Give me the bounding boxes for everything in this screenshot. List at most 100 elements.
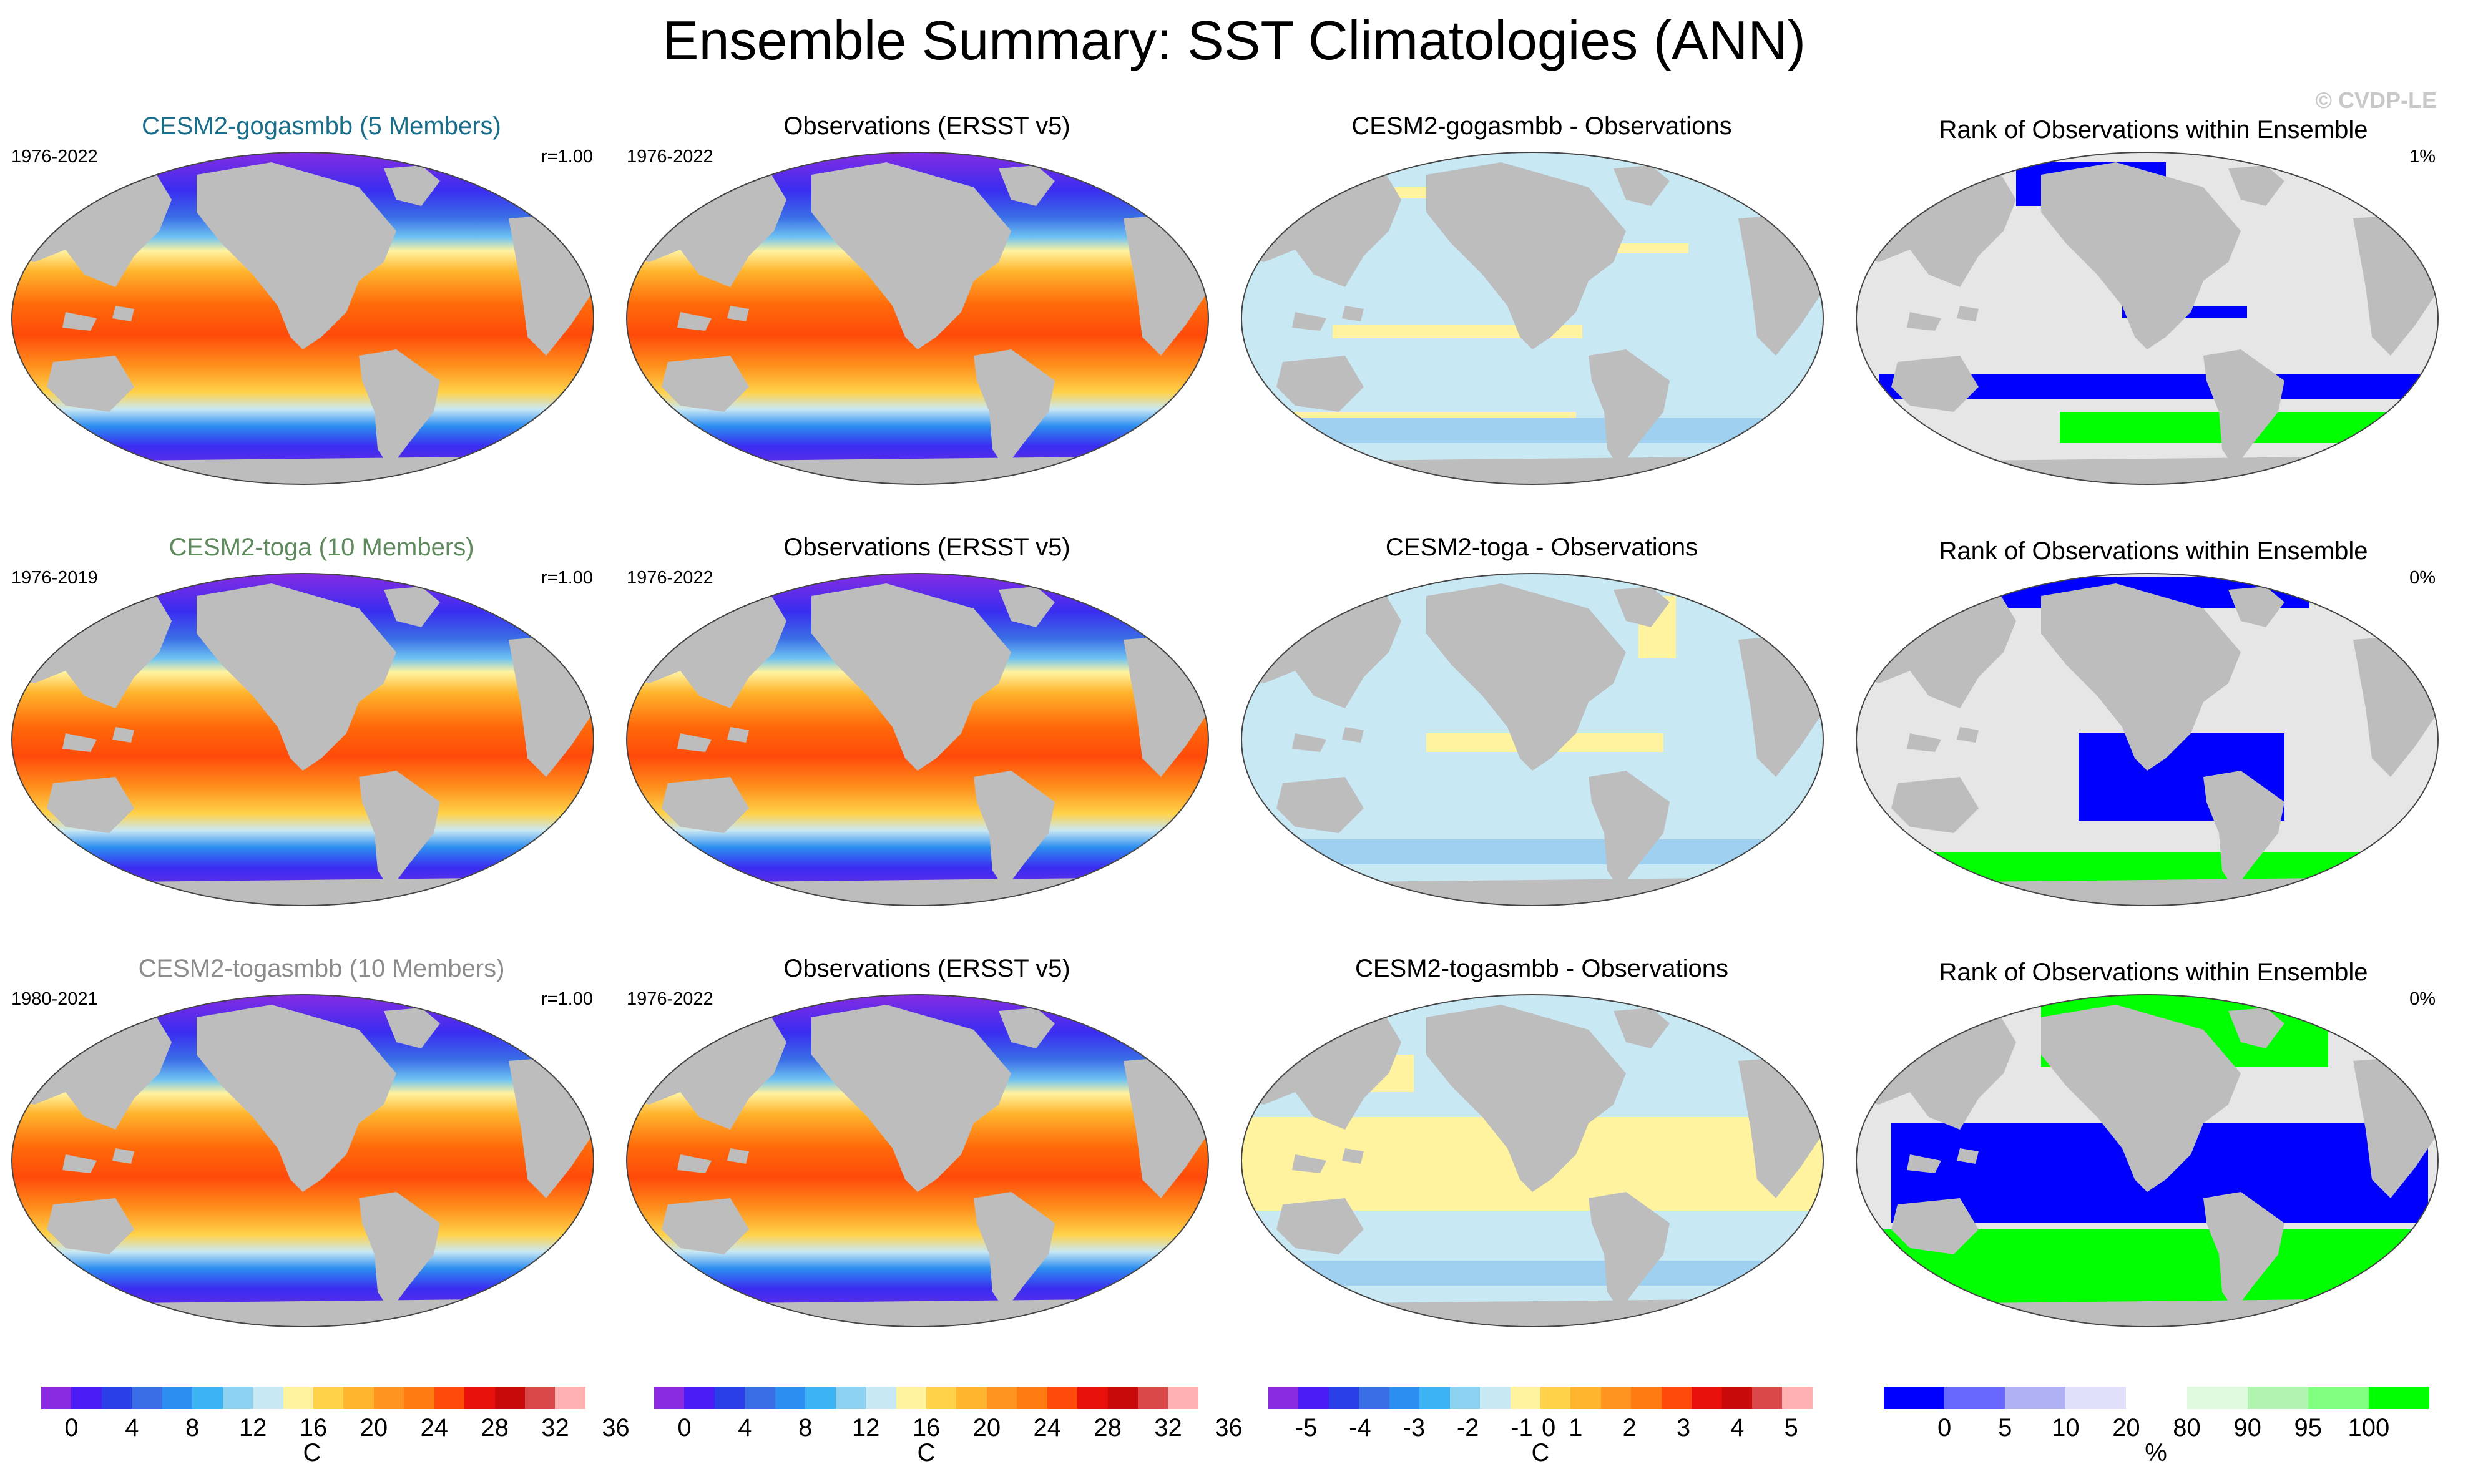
rank-map-1 — [1856, 152, 2439, 485]
colorbar-tick-label: 90 — [2233, 1414, 2261, 1442]
colorbar-swatch — [956, 1387, 987, 1409]
colorbar-swatch — [253, 1387, 283, 1409]
colorbar-swatch — [1600, 1387, 1632, 1409]
colorbar-swatch — [464, 1387, 495, 1409]
colorbar-swatch — [434, 1387, 465, 1409]
obs-period-2: 1976-2022 — [627, 568, 713, 588]
colorbar-tick-label: 2 — [1622, 1414, 1637, 1442]
diff-map-3 — [1241, 994, 1824, 1327]
colorbar-swatch — [805, 1387, 836, 1409]
colorbar-tick-label: 4 — [125, 1414, 139, 1442]
colorbar-swatch — [2126, 1387, 2187, 1409]
colorbar-swatch — [1510, 1387, 1540, 1409]
colorbar-swatch — [1782, 1387, 1813, 1409]
diff-title-1: CESM2-gogasmbb - Observations — [1351, 112, 1732, 140]
model-title-3: CESM2-togasmbb (10 Members) — [138, 955, 505, 982]
diff-colorbar-ticks: -5 -4 -3 -2 -1 0 1 2 3 4 5 — [1268, 1414, 1813, 1445]
colorbar-swatch — [283, 1387, 313, 1409]
colorbar-swatch — [1077, 1387, 1108, 1409]
diff-title-3: CESM2-togasmbb - Observations — [1354, 955, 1728, 982]
model-correlation-1: r=1.00 — [541, 147, 593, 167]
colorbar-swatch — [192, 1387, 223, 1409]
colorbar-tick-label: 5 — [1784, 1414, 1798, 1442]
sst-colorbar-1 — [41, 1387, 585, 1409]
colorbar-swatch — [313, 1387, 344, 1409]
copyright-label: © CVDP-LE — [2315, 87, 2437, 113]
diff-title-2: CESM2-toga - Observations — [1385, 534, 1698, 561]
obs-title-1: Observations (ERSST v5) — [783, 112, 1070, 140]
diff-map-1 — [1241, 152, 1824, 485]
colorbar-swatch — [1389, 1387, 1420, 1409]
colorbar-tick-label: -4 — [1349, 1414, 1371, 1442]
colorbar-swatch — [1884, 1387, 1945, 1409]
colorbar-swatch — [1540, 1387, 1571, 1409]
model-sst-map-1 — [11, 152, 594, 485]
model-correlation-2: r=1.00 — [541, 568, 593, 588]
colorbar-tick-label: 100 — [2348, 1414, 2390, 1442]
obs-sst-map-3 — [626, 994, 1209, 1327]
colorbar-swatch — [926, 1387, 957, 1409]
colorbar-tick-label: 28 — [481, 1414, 509, 1442]
obs-period-1: 1976-2022 — [627, 147, 713, 167]
model-correlation-3: r=1.00 — [541, 989, 593, 1009]
colorbar-swatch — [2005, 1387, 2066, 1409]
colorbar-swatch — [2368, 1387, 2429, 1409]
colorbar-swatch — [986, 1387, 1017, 1409]
colorbar-tick-label: 1 — [1569, 1414, 1583, 1442]
colorbar-swatch — [555, 1387, 585, 1409]
colorbar-swatch — [525, 1387, 556, 1409]
colorbar-tick-label: 20 — [972, 1414, 1001, 1442]
colorbar-swatch — [1268, 1387, 1299, 1409]
colorbar-tick-label: 0 — [64, 1414, 79, 1442]
colorbar-swatch — [162, 1387, 193, 1409]
colorbar-swatch — [684, 1387, 715, 1409]
colorbar-tick-label: 4 — [738, 1414, 752, 1442]
model-period-2: 1976-2019 — [11, 568, 98, 588]
model-title-2: CESM2-toga (10 Members) — [169, 534, 474, 561]
colorbar-tick-label: 10 — [2052, 1414, 2080, 1442]
colorbar-swatch — [1047, 1387, 1078, 1409]
obs-sst-map-2 — [626, 573, 1209, 906]
colorbar-swatch — [404, 1387, 434, 1409]
colorbar-tick-label: 16 — [299, 1414, 328, 1442]
colorbar-tick-label: -1 — [1511, 1414, 1533, 1442]
colorbar-swatch — [2065, 1387, 2127, 1409]
colorbar-swatch — [866, 1387, 896, 1409]
model-title-1: CESM2-gogasmbb (5 Members) — [142, 112, 501, 140]
colorbar-tick-label: -5 — [1295, 1414, 1318, 1442]
colorbar-tick-label: 24 — [1033, 1414, 1062, 1442]
colorbar-tick-label: -2 — [1456, 1414, 1479, 1442]
rank-map-2 — [1856, 573, 2439, 906]
colorbar-tick-label: 36 — [1215, 1414, 1243, 1442]
colorbar-tick-label: 32 — [1154, 1414, 1182, 1442]
rank-title-3: Rank of Observations within Ensemble — [1939, 959, 2368, 986]
rank-title-2: Rank of Observations within Ensemble — [1939, 537, 2368, 565]
obs-sst-map-1 — [626, 152, 1209, 485]
rank-percent-2: 0% — [2409, 568, 2436, 588]
colorbar-tick-label: 12 — [238, 1414, 267, 1442]
colorbar-swatch — [654, 1387, 685, 1409]
rank-colorbar-ticks: 0 5 10 20 80 90 95 100 — [1884, 1414, 2429, 1445]
colorbar-swatch — [373, 1387, 404, 1409]
rank-percent-3: 0% — [2409, 989, 2436, 1009]
colorbar-swatch — [835, 1387, 866, 1409]
colorbar-swatch — [1017, 1387, 1047, 1409]
colorbar-swatch — [1631, 1387, 1662, 1409]
rank-map-3 — [1856, 994, 2439, 1327]
rank-colorbar-unit: % — [2145, 1439, 2167, 1467]
obs-title-2: Observations (ERSST v5) — [783, 534, 1070, 561]
colorbar-tick-label: 32 — [541, 1414, 569, 1442]
colorbar-swatch — [2247, 1387, 2308, 1409]
rank-percent-1: 1% — [2409, 147, 2436, 167]
colorbar-tick-label: 20 — [360, 1414, 388, 1442]
rank-title-1: Rank of Observations within Ensemble — [1939, 116, 2368, 144]
model-period-1: 1976-2022 — [11, 147, 98, 167]
colorbar-swatch — [896, 1387, 926, 1409]
colorbar-swatch — [1359, 1387, 1389, 1409]
model-sst-map-3 — [11, 994, 594, 1327]
diff-map-2 — [1241, 573, 1824, 906]
sst-colorbar-1-unit: C — [303, 1439, 321, 1467]
colorbar-tick-label: 80 — [2173, 1414, 2201, 1442]
colorbar-swatch — [222, 1387, 253, 1409]
colorbar-swatch — [132, 1387, 162, 1409]
